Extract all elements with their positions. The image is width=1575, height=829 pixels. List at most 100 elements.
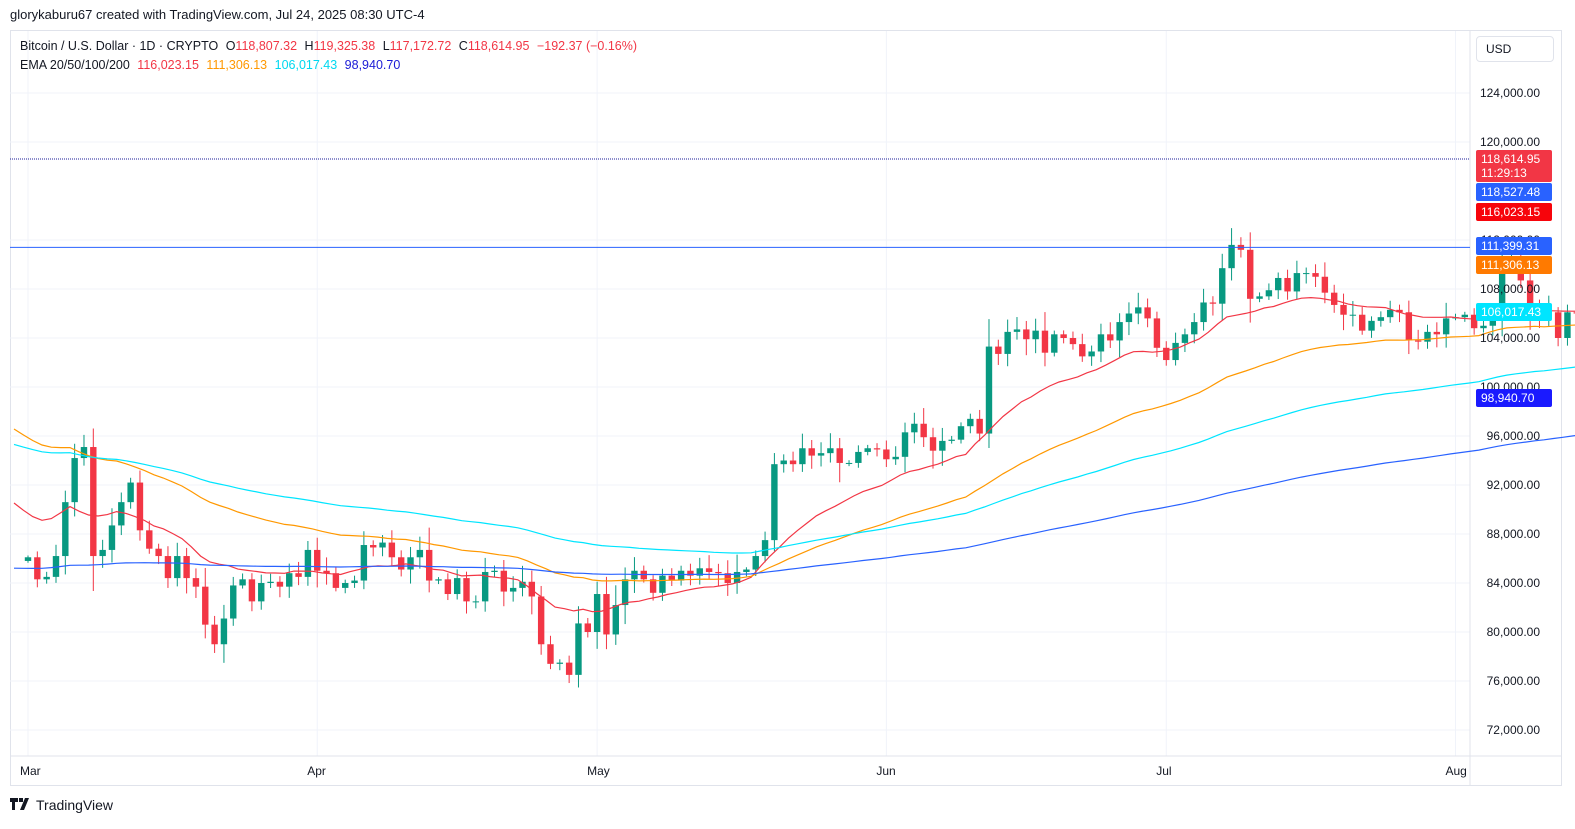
candle-up (1032, 330, 1039, 340)
y-tick-label: 88,000.00 (1487, 527, 1541, 541)
price-label-text: 98,940.70 (1481, 391, 1535, 405)
candle-down (388, 542, 396, 558)
candle-down (90, 447, 97, 557)
candle-up (957, 426, 965, 440)
price-label-text: 111,306.13 (1481, 258, 1540, 272)
candle-down (1331, 292, 1338, 305)
y-tick-label: 92,000.00 (1487, 478, 1541, 492)
candle-up (1386, 309, 1394, 318)
candle-up (99, 549, 106, 557)
candle-down (1247, 249, 1254, 299)
candle-up (752, 556, 759, 570)
candle-up (901, 432, 909, 457)
candle-up (677, 570, 685, 581)
candle-up (1088, 351, 1095, 357)
currency-button[interactable]: USD (1476, 36, 1554, 62)
change-value: −192.37 (−0.16%) (536, 39, 638, 53)
candle-down (192, 578, 200, 587)
price-label-text: 116,023.15 (1481, 205, 1540, 219)
chart-attribution: glorykaburu67 created with TradingView.c… (10, 7, 425, 22)
candle-down (202, 586, 209, 625)
candle-down (1079, 344, 1086, 357)
candle-up (80, 447, 88, 459)
candle-down (873, 448, 881, 450)
candle-up (827, 448, 834, 454)
ema100-line (13, 366, 1575, 554)
candle-down (1470, 314, 1478, 329)
candle-up (985, 346, 993, 434)
y-tick-label: 76,000.00 (1487, 674, 1541, 688)
candle-up (1349, 314, 1357, 316)
candle-up (864, 448, 871, 452)
brand-name: TradingView (36, 797, 114, 813)
candle-up (1377, 317, 1385, 321)
candle-down (295, 573, 302, 577)
candle-up (659, 575, 666, 593)
candle-up (855, 451, 862, 463)
candle-up (1172, 342, 1179, 361)
candle-down (715, 571, 722, 574)
candle-up (696, 568, 703, 576)
candle-up (1135, 307, 1142, 314)
ema20-line (13, 296, 1575, 613)
candle-up (1013, 329, 1021, 332)
high-value: 119,325.38 (313, 39, 376, 53)
candle-up (258, 583, 265, 602)
candle-down (136, 482, 144, 531)
candle-down (836, 448, 843, 463)
candle-down (1163, 347, 1170, 361)
y-tick-label: 96,000.00 (1487, 429, 1541, 443)
candle-down (1144, 307, 1151, 319)
candle-up (892, 456, 899, 460)
chart-frame (10, 30, 1562, 786)
price-label-text: 118,527.48 (1481, 185, 1540, 199)
candle-up (733, 571, 741, 583)
price-label-badge (1476, 203, 1552, 221)
symbol-label[interactable]: Bitcoin / U.S. Dollar · 1D · CRYPTO (20, 39, 219, 53)
candle-up (1219, 268, 1226, 304)
candle-up (761, 540, 769, 557)
candle-up (1191, 322, 1198, 335)
candle-up (556, 662, 564, 664)
candle-up (780, 460, 787, 465)
candle-up (118, 502, 125, 526)
price-label-text: 111,399.31 (1481, 239, 1540, 253)
close-label: C (458, 39, 468, 53)
candle-up (342, 583, 349, 588)
candle-down (808, 448, 815, 456)
candle-up (108, 525, 116, 550)
candle-up (127, 482, 134, 503)
candle-down (547, 644, 554, 664)
candle-down (1526, 280, 1534, 313)
candle-up (1004, 331, 1011, 354)
candle-up (1442, 318, 1450, 335)
candle-down (463, 578, 470, 602)
price-label-badge (1476, 237, 1552, 255)
candle-up (967, 418, 974, 427)
candle-up (71, 458, 78, 503)
candle-down (1069, 338, 1077, 345)
candle-up (1368, 320, 1375, 331)
candle-up (845, 462, 853, 464)
tradingview-brand[interactable]: TradingView (10, 797, 113, 813)
open-label: O (225, 39, 236, 53)
candle-up (1424, 331, 1431, 342)
candle-up (220, 618, 228, 645)
candle-up (1051, 334, 1058, 353)
candle-up (1125, 313, 1133, 323)
candle-up (491, 570, 498, 572)
close-value: 118,614.95 (467, 39, 530, 53)
candle-up (1097, 334, 1105, 352)
candle-up (1293, 273, 1301, 292)
candle-down (929, 437, 937, 451)
candle-up (230, 585, 237, 619)
candle-down (995, 346, 1002, 354)
candle-up (1498, 260, 1506, 319)
candle-down (155, 548, 162, 557)
ema-label[interactable]: EMA 20/50/100/200 (20, 58, 130, 72)
candle-up (1116, 322, 1123, 341)
candle-up (612, 605, 619, 635)
low-label: L (382, 39, 390, 53)
price-label-badge (1476, 389, 1552, 407)
